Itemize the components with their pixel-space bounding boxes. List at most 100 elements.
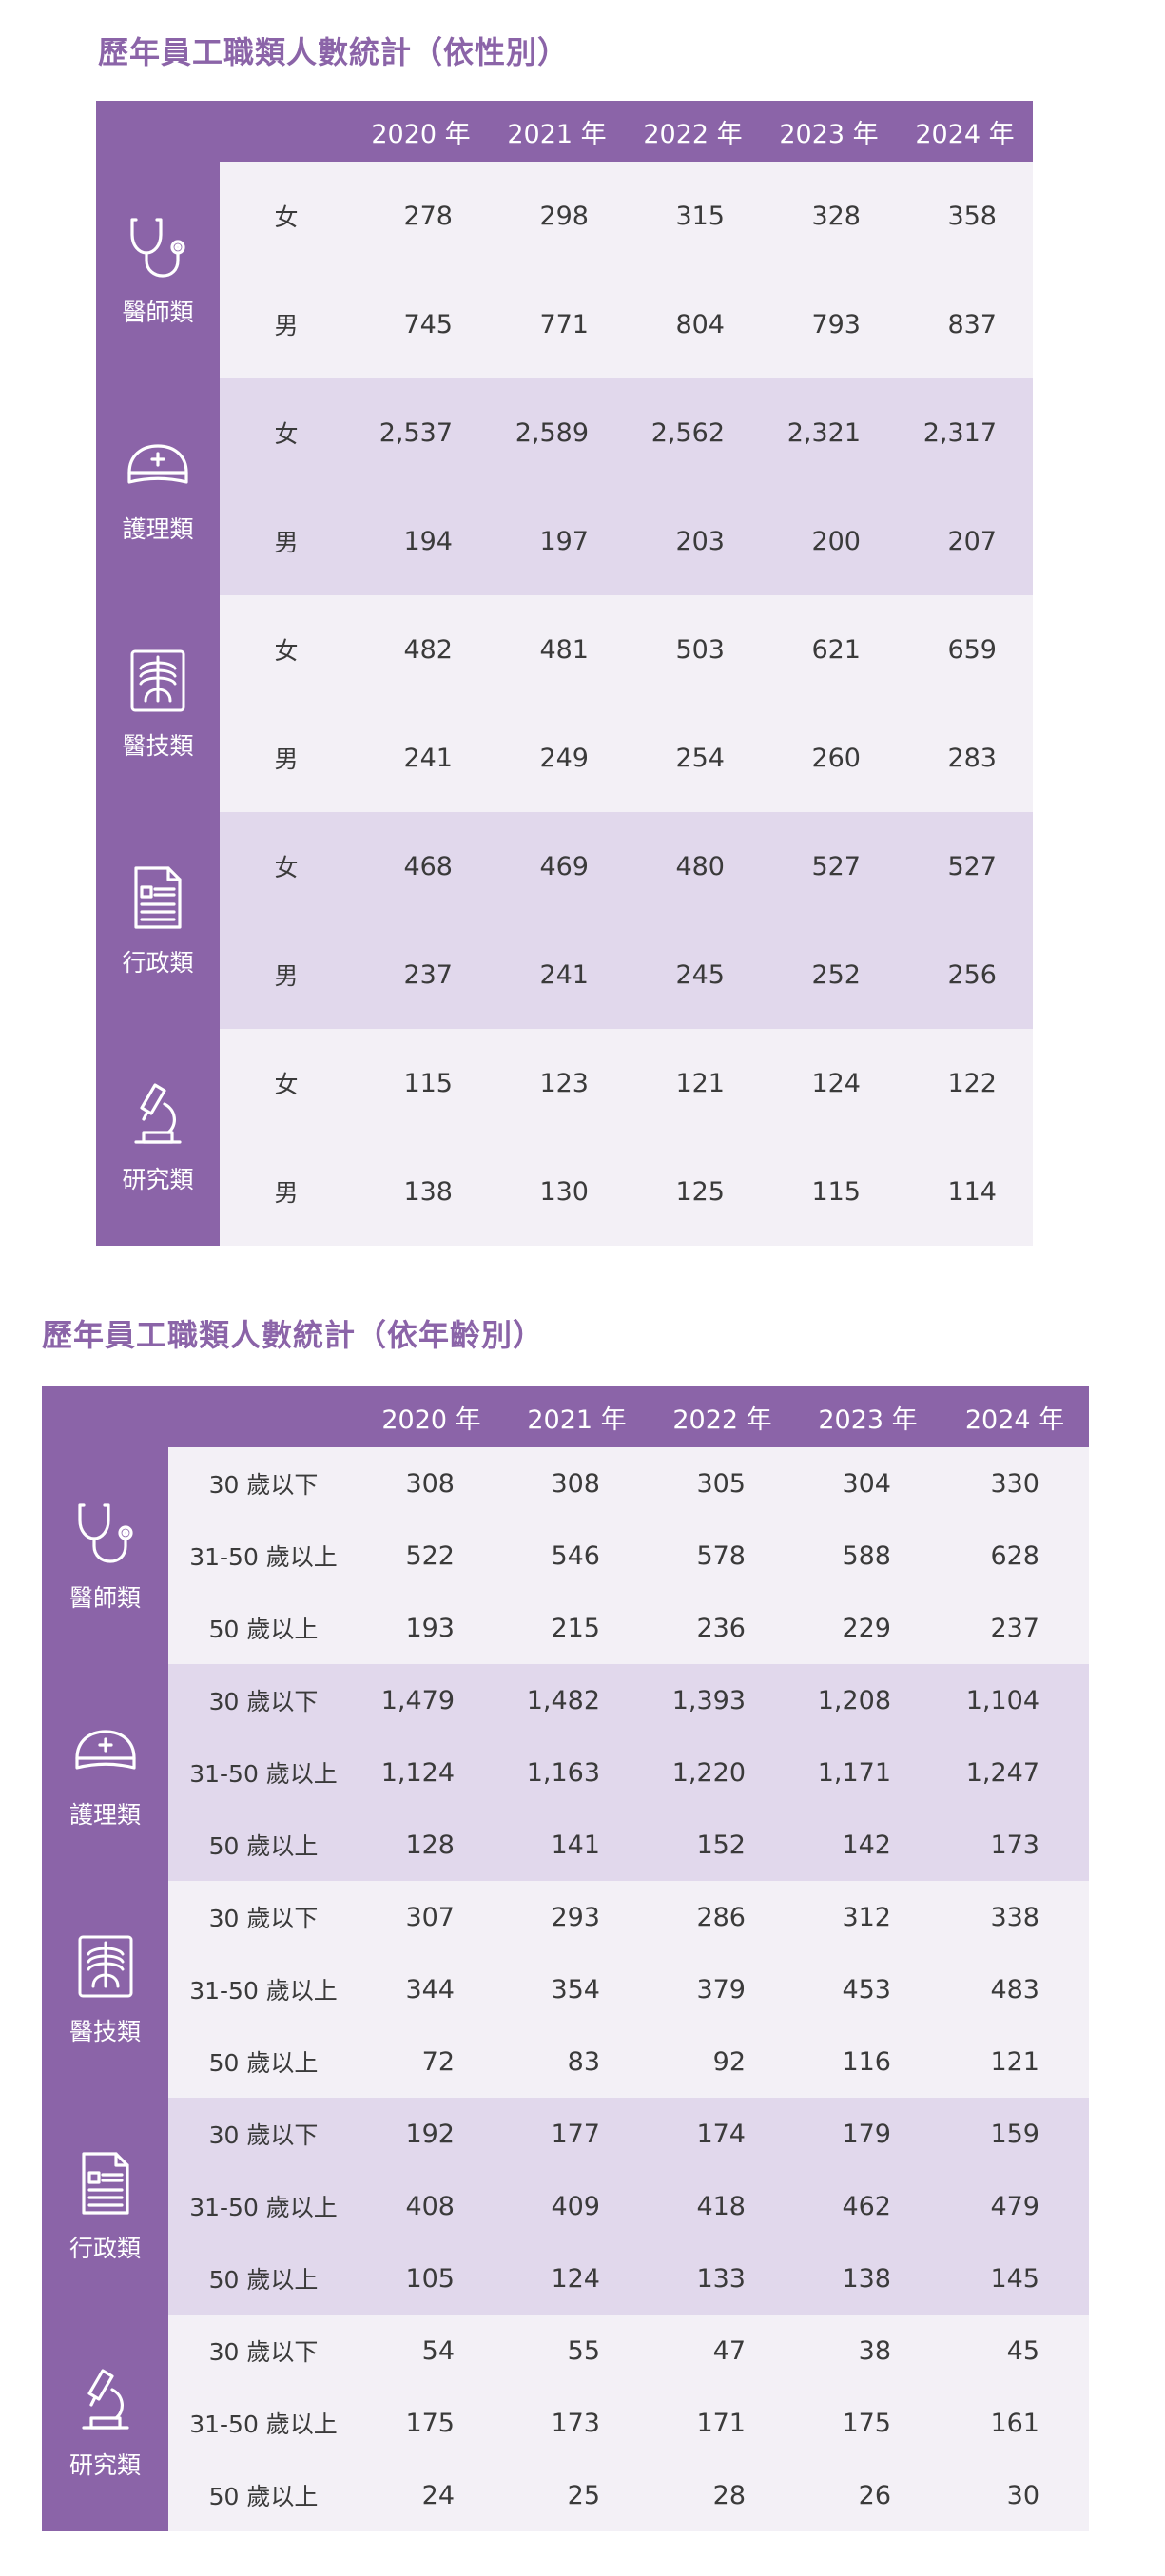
value-cell: 358 <box>897 162 1033 270</box>
value-cell: 38 <box>795 2315 941 2387</box>
value-cell: 621 <box>761 595 897 704</box>
value-cell: 481 <box>489 595 625 704</box>
row-label: 男 <box>220 704 353 812</box>
table-row: 31-50 歲以上 522 546 578 588 628 <box>42 1520 1089 1592</box>
value-cell: 328 <box>761 162 897 270</box>
value-cell: 124 <box>504 2242 650 2315</box>
xray-icon <box>123 646 193 716</box>
value-cell: 142 <box>795 1809 941 1881</box>
row-label: 50 歲以上 <box>168 1809 359 1881</box>
value-cell: 145 <box>941 2242 1089 2315</box>
row-label: 50 歲以上 <box>168 2242 359 2315</box>
value-cell: 130 <box>489 1137 625 1246</box>
value-cell: 482 <box>353 595 489 704</box>
table1-title: 歷年員工職類人數統計（依性別） <box>98 34 570 70</box>
document-icon <box>70 2148 141 2218</box>
value-cell: 215 <box>504 1592 650 1664</box>
category-label: 行政類 <box>68 2235 141 2262</box>
value-cell: 278 <box>353 162 489 270</box>
row-label: 31-50 歲以上 <box>168 1736 359 1809</box>
value-cell: 121 <box>625 1029 761 1137</box>
value-cell: 55 <box>504 2315 650 2387</box>
value-cell: 527 <box>761 812 897 920</box>
table-row: 50 歲以上 72 83 92 116 121 <box>42 2025 1089 2098</box>
value-cell: 503 <box>625 595 761 704</box>
value-cell: 161 <box>941 2387 1089 2459</box>
value-cell: 245 <box>625 920 761 1029</box>
value-cell: 293 <box>504 1881 650 1953</box>
value-cell: 745 <box>353 270 489 378</box>
value-cell: 408 <box>359 2170 504 2242</box>
value-cell: 252 <box>761 920 897 1029</box>
year-header: 2022 年 <box>650 1386 795 1447</box>
value-cell: 54 <box>359 2315 504 2387</box>
category-label: 醫師類 <box>68 1584 141 1612</box>
nurse-cap-icon <box>70 1714 141 1785</box>
value-cell: 1,163 <box>504 1736 650 1809</box>
value-cell: 1,208 <box>795 1664 941 1736</box>
category-label: 研究類 <box>68 2451 141 2479</box>
value-cell: 2,317 <box>897 378 1033 487</box>
value-cell: 462 <box>795 2170 941 2242</box>
year-header: 2023 年 <box>795 1386 941 1447</box>
value-cell: 315 <box>625 162 761 270</box>
value-cell: 2,562 <box>625 378 761 487</box>
value-cell: 141 <box>504 1809 650 1881</box>
value-cell: 28 <box>650 2459 795 2531</box>
category-label: 醫技類 <box>68 2018 141 2045</box>
value-cell: 344 <box>359 1953 504 2025</box>
row-label: 女 <box>220 1029 353 1137</box>
value-cell: 1,482 <box>504 1664 650 1736</box>
table-header-row: 2020 年 2021 年 2022 年 2023 年 2024 年 <box>96 101 1033 162</box>
year-header: 2024 年 <box>941 1386 1089 1447</box>
row-label: 男 <box>220 920 353 1029</box>
row-label: 30 歲以下 <box>168 1664 359 1736</box>
table-header-row: 2020 年 2021 年 2022 年 2023 年 2024 年 <box>42 1386 1089 1447</box>
category-label: 護理類 <box>122 515 194 543</box>
value-cell: 92 <box>650 2025 795 2098</box>
row-label: 30 歲以下 <box>168 1881 359 1953</box>
value-cell: 453 <box>795 1953 941 2025</box>
value-cell: 628 <box>941 1520 1089 1592</box>
value-cell: 286 <box>650 1881 795 1953</box>
category-label: 護理類 <box>68 1801 141 1829</box>
category-label: 研究類 <box>122 1166 194 1193</box>
value-cell: 83 <box>504 2025 650 2098</box>
table-row: 護理類 30 歲以下 1,479 1,482 1,393 1,208 1,104 <box>42 1664 1089 1881</box>
value-cell: 138 <box>353 1137 489 1246</box>
value-cell: 192 <box>359 2098 504 2170</box>
value-cell: 308 <box>359 1447 504 1520</box>
value-cell: 116 <box>795 2025 941 2098</box>
value-cell: 379 <box>650 1953 795 2025</box>
year-header: 2020 年 <box>359 1386 504 1447</box>
value-cell: 121 <box>941 2025 1089 2098</box>
value-cell: 469 <box>489 812 625 920</box>
value-cell: 171 <box>650 2387 795 2459</box>
value-cell: 138 <box>795 2242 941 2315</box>
value-cell: 26 <box>795 2459 941 2531</box>
table-row: 男 138 130 125 115 114 <box>96 1137 1033 1246</box>
table-row: 醫技類女 482 481 503 621 659 <box>96 595 1033 812</box>
table-row: 31-50 歲以上 408 409 418 462 479 <box>42 2170 1089 2242</box>
value-cell: 125 <box>625 1137 761 1246</box>
value-cell: 468 <box>353 812 489 920</box>
value-cell: 237 <box>941 1592 1089 1664</box>
value-cell: 128 <box>359 1809 504 1881</box>
table-row: 醫師類 30 歲以下 308 308 305 304 330 <box>42 1447 1089 1664</box>
value-cell: 25 <box>504 2459 650 2531</box>
value-cell: 197 <box>489 487 625 595</box>
year-header: 2022 年 <box>625 101 761 162</box>
nurse-cap-icon <box>123 429 193 499</box>
value-cell: 47 <box>650 2315 795 2387</box>
value-cell: 175 <box>359 2387 504 2459</box>
row-label: 30 歲以下 <box>168 2315 359 2387</box>
header-corner <box>96 101 353 162</box>
value-cell: 483 <box>941 1953 1089 2025</box>
category-cell: 醫師類 <box>96 162 220 378</box>
category-cell: 研究類 <box>42 2315 168 2531</box>
stethoscope-icon <box>70 1498 141 1568</box>
value-cell: 241 <box>353 704 489 812</box>
category-cell: 護理類 <box>96 378 220 595</box>
row-label: 50 歲以上 <box>168 2025 359 2098</box>
value-cell: 479 <box>941 2170 1089 2242</box>
